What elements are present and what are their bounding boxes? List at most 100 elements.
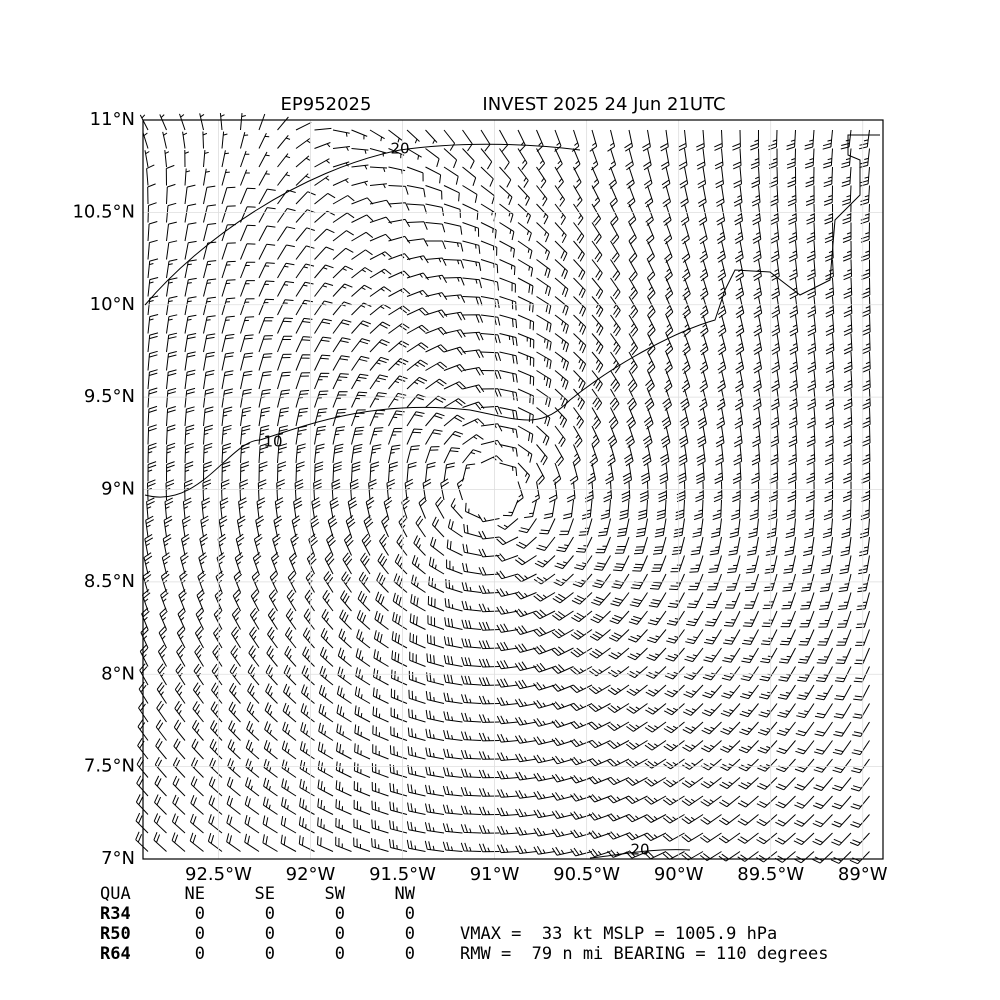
wind-barb <box>425 240 446 250</box>
wind-barb <box>591 259 603 281</box>
wind-barb <box>771 277 780 300</box>
wind-barb <box>591 333 604 355</box>
wind-barb <box>536 259 551 279</box>
wind-barb <box>371 800 389 815</box>
wind-barb <box>332 391 348 408</box>
wind-barb <box>517 222 532 242</box>
wind-barb <box>256 497 266 519</box>
wind-barb <box>135 831 149 852</box>
wind-barb <box>426 653 445 667</box>
wind-barb <box>203 369 215 390</box>
wind-barb <box>410 574 426 593</box>
wind-barb <box>184 442 194 464</box>
wind-barb <box>461 619 482 630</box>
wind-barb <box>427 595 445 612</box>
wind-barb <box>425 803 445 815</box>
wind-barb <box>272 533 281 556</box>
wind-barb <box>226 833 241 852</box>
wind-barb <box>298 835 315 852</box>
wind-barb <box>551 810 574 819</box>
wind-barb <box>462 418 485 427</box>
wind-barb <box>258 425 270 445</box>
wind-barb <box>721 684 741 699</box>
wind-barb <box>240 298 255 316</box>
wind-barb <box>681 370 691 393</box>
wind-barb <box>681 832 704 843</box>
wind-barb <box>226 776 241 797</box>
wind-barb <box>517 259 534 277</box>
wind-barb <box>240 388 252 408</box>
wind-barb <box>589 647 611 659</box>
wind-barb <box>406 461 417 482</box>
table-header: SE <box>255 884 275 904</box>
wind-barb <box>258 151 270 168</box>
wind-barb <box>632 555 648 572</box>
wind-barb <box>682 740 704 752</box>
wind-barb <box>283 683 297 704</box>
wind-barb <box>573 407 584 429</box>
wind-barb <box>406 359 428 371</box>
wind-barb <box>554 296 569 316</box>
wind-barb <box>775 814 796 827</box>
wind-barb <box>163 515 173 538</box>
wind-barb <box>354 705 371 723</box>
wind-barb <box>406 376 428 390</box>
wind-barb <box>335 761 352 778</box>
wind-barb <box>369 356 389 371</box>
wind-barb <box>295 461 305 482</box>
wind-barb <box>389 801 408 815</box>
wind-barb <box>824 462 834 484</box>
wind-barb <box>171 813 186 834</box>
wind-barb <box>425 784 445 797</box>
wind-barb <box>240 131 249 149</box>
wind-barb <box>288 552 298 575</box>
wind-barb <box>221 168 230 186</box>
wind-barb <box>628 222 637 245</box>
wind-barb <box>690 536 704 556</box>
wind-barb <box>499 333 518 347</box>
wind-barb <box>221 260 236 279</box>
wind-barb <box>570 774 593 784</box>
wind-barb <box>369 339 390 353</box>
wind-barb <box>570 847 593 857</box>
wind-barb <box>351 249 373 260</box>
wind-barb <box>332 146 350 151</box>
wind-barb <box>805 499 815 521</box>
wind-barb <box>221 461 231 482</box>
wind-barb <box>720 721 741 735</box>
wind-barb <box>814 740 833 755</box>
wind-barb <box>795 740 815 755</box>
wind-barb <box>166 221 177 242</box>
wind-barb <box>406 185 426 198</box>
wind-barb <box>536 536 556 551</box>
wind-barb <box>480 222 497 239</box>
wind-barb <box>293 497 303 519</box>
wind-barb <box>805 166 815 188</box>
wind-barb <box>682 277 691 300</box>
wind-barb <box>184 184 196 205</box>
wind-barb <box>697 425 707 448</box>
wind-barb <box>240 224 256 242</box>
wind-barb <box>551 664 574 674</box>
wind-barb <box>802 555 815 574</box>
wind-barb <box>221 424 232 445</box>
wind-barb <box>571 610 593 623</box>
wind-barb <box>697 166 707 189</box>
wind-barb <box>443 729 463 741</box>
y-tick-label: 9°N <box>101 479 135 500</box>
wind-barb <box>236 515 246 538</box>
wind-barb <box>719 795 741 808</box>
wind-barb <box>166 314 178 334</box>
table-cell: 0 <box>335 924 345 944</box>
wind-barb <box>499 166 512 188</box>
wind-barb <box>798 629 815 646</box>
wind-barb <box>166 461 175 482</box>
wind-barb <box>536 222 550 243</box>
wind-barb <box>179 570 188 593</box>
wind-barb <box>833 721 852 737</box>
wind-barb <box>408 708 426 723</box>
wind-barb <box>166 332 178 353</box>
wind-barb <box>825 333 835 355</box>
wind-barb <box>639 481 649 503</box>
wind-barb <box>719 777 741 790</box>
